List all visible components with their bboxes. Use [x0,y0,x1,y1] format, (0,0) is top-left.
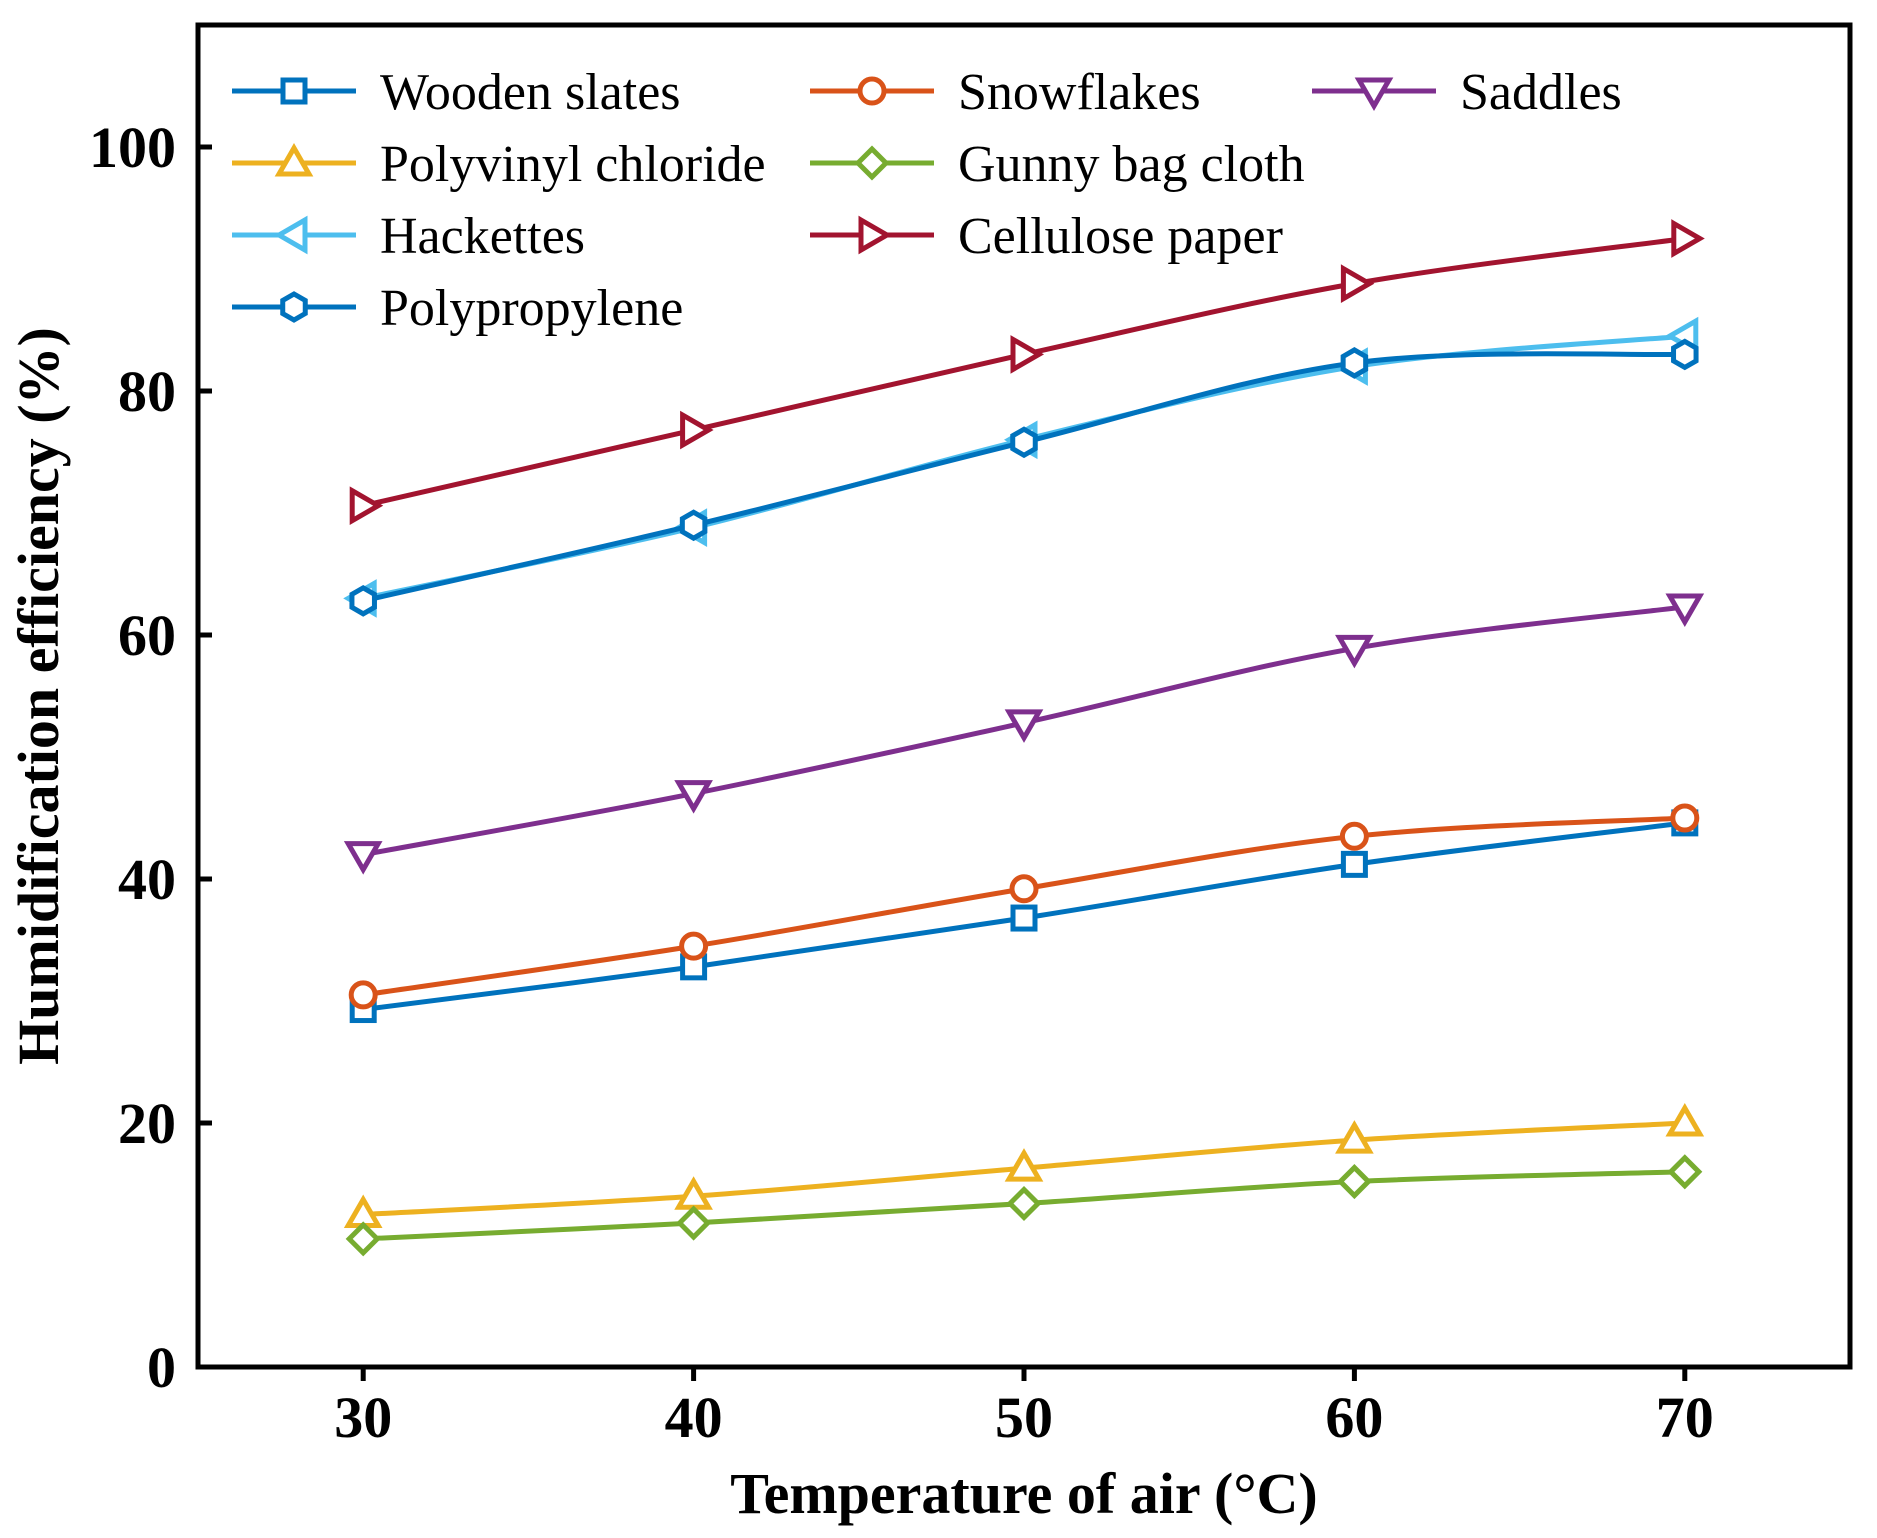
legend-label-polypropylene: Polypropylene [380,280,683,337]
data-point-saddles-70 [1665,593,1705,627]
legend-label-wooden-slates: Wooden slates [380,64,681,121]
legend-item-snowflakes: Snowflakes [810,64,1201,121]
x-tick-label-70: 70 [1656,1385,1714,1450]
legend-item-polyvinyl-chloride: Polyvinyl chloride [232,136,766,193]
series-wooden-slates [349,809,1699,1024]
data-point-cellulose-paper-60 [1340,264,1375,303]
ticks-layer: 30 40 50 60 70 0 20 40 60 80 100 [89,115,1714,1450]
legend-item-hackettes: Hackettes [232,208,585,265]
legend-marker-saddles [1354,77,1394,112]
legend-marker-wooden-slates [280,77,308,105]
x-tick-label-50: 50 [995,1385,1053,1450]
y-tick-label-0: 0 [147,1335,176,1400]
legend-item-gunny-bag-cloth: Gunny bag cloth [810,136,1305,193]
data-point-polyvinyl-chloride-60 [1335,1120,1374,1154]
series-line-cellulose-paper [362,236,1686,509]
legend-marker-cellulose-paper [858,215,893,255]
legend-label-snowflakes: Snowflakes [958,64,1201,121]
series-polyvinyl-chloride [343,1102,1705,1228]
series-layer [343,219,1705,1257]
data-point-snowflakes-50 [1009,874,1039,904]
series-line-hackettes [362,333,1686,601]
legend-label-hackettes: Hackettes [380,208,585,265]
data-point-saddles-60 [1335,634,1374,669]
series-cellulose-paper [349,219,1705,526]
series-snowflakes [348,803,1700,1010]
legend-item-cellulose-paper: Cellulose paper [810,208,1283,265]
data-point-polypropylene-60 [1340,347,1369,379]
y-tick-label-40: 40 [118,847,176,912]
data-point-cellulose-paper-30 [349,486,384,526]
data-point-gunny-bag-cloth-70 [1667,1154,1703,1190]
data-point-polypropylene-50 [1010,426,1038,459]
data-point-polyvinyl-chloride-50 [1004,1148,1044,1182]
y-tick-label-100: 100 [89,115,176,180]
x-axis-title: Temperature of air (°C) [730,1461,1318,1526]
legend-marker-gunny-bag-cloth [854,145,890,181]
x-tick-label-60: 60 [1325,1385,1383,1450]
data-point-polypropylene-30 [349,584,377,617]
y-axis-title: Humidification efficiency (%) [6,327,71,1065]
data-point-cellulose-paper-70 [1671,219,1705,258]
legend-item-wooden-slates: Wooden slates [232,64,681,121]
data-point-wooden-slates-60 [1340,850,1368,878]
legend-label-saddles: Saddles [1460,64,1622,121]
legend-label-cellulose-paper: Cellulose paper [958,208,1283,265]
data-point-saddles-50 [1004,709,1044,743]
legend-marker-hackettes [273,215,308,255]
series-gunny-bag-cloth [345,1154,1703,1257]
data-point-saddles-30 [343,841,383,875]
x-tick-label-30: 30 [334,1385,392,1450]
legend-marker-polyvinyl-chloride [274,142,314,177]
data-point-gunny-bag-cloth-50 [1006,1185,1042,1222]
legend-item-polypropylene: Polypropylene [232,280,683,337]
y-tick-label-20: 20 [118,1091,176,1156]
data-point-gunny-bag-cloth-60 [1336,1164,1372,1200]
data-point-cellulose-paper-50 [1010,335,1045,374]
y-tick-label-60: 60 [118,603,176,668]
data-point-polypropylene-70 [1671,338,1699,371]
series-saddles [343,593,1705,875]
series-line-polypropylene [362,351,1685,604]
series-polypropylene [349,338,1699,617]
data-point-snowflakes-40 [679,931,709,961]
x-tick-label-40: 40 [665,1385,723,1450]
data-point-saddles-40 [674,780,713,814]
data-point-wooden-slates-50 [1010,904,1038,932]
legend-layer: Wooden slates Snowflakes Saddles Polyvinyl … [232,64,1622,337]
legend-label-gunny-bag-cloth: Gunny bag cloth [958,136,1305,193]
legend-label-polyvinyl-chloride: Polyvinyl chloride [380,136,766,193]
data-point-gunny-bag-cloth-30 [345,1221,381,1257]
data-point-snowflakes-60 [1339,821,1369,851]
data-point-polyvinyl-chloride-70 [1665,1102,1705,1137]
y-tick-label-80: 80 [118,359,176,424]
data-point-snowflakes-70 [1670,803,1700,833]
data-point-polypropylene-40 [679,509,708,542]
legend-marker-snowflakes [857,76,887,106]
data-point-snowflakes-30 [348,980,378,1010]
data-point-cellulose-paper-40 [680,410,714,450]
data-point-gunny-bag-cloth-40 [676,1205,712,1241]
legend-marker-polypropylene [280,291,308,323]
legend-item-saddles: Saddles [1312,64,1622,121]
